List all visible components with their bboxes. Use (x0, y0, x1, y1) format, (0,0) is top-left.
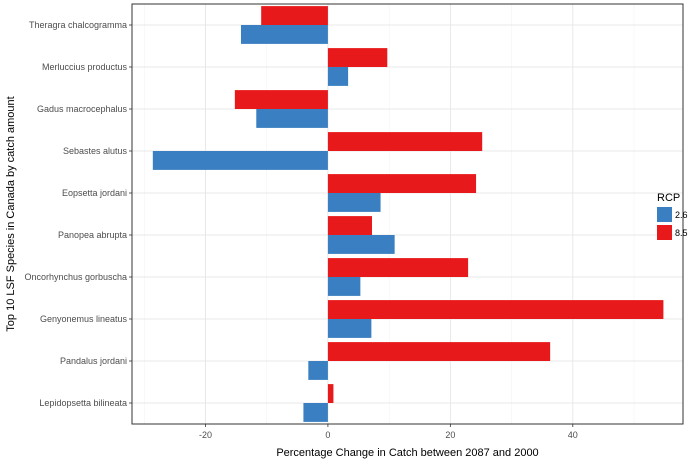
y-tick-label: Oncorhynchus gorbuscha (24, 272, 127, 282)
x-axis-title: Percentage Change in Catch between 2087 … (276, 447, 538, 459)
bar-8-5-4 (327, 174, 477, 193)
legend-label-8-5: 8.5 (675, 228, 688, 238)
x-tick-label: -20 (199, 430, 212, 440)
panel-border (131, 3, 684, 425)
bar-2-6-8 (308, 361, 328, 380)
legend-label-2-6: 2.6 (675, 210, 688, 220)
bar-2-6-9 (303, 403, 328, 422)
y-tick-label: Theragra chalcogramma (29, 20, 127, 30)
y-axis: Theragra chalcogramma Merluccius productu… (24, 20, 132, 408)
legend-swatch-2-6 (657, 207, 672, 222)
bar-2-6-6 (327, 277, 361, 296)
y-tick-label: Lepidopsetta bilineata (39, 398, 127, 408)
bar-8-5-3 (327, 132, 483, 151)
bar-2-6-4 (327, 193, 381, 212)
x-tick-label: 40 (568, 430, 578, 440)
y-axis-title: Top 10 LSF Species in Canada by catch am… (5, 96, 17, 331)
y-tick-label: Sebastes alutus (63, 146, 128, 156)
bar-8-5-0 (261, 6, 328, 25)
legend: RCP 2.6 8.5 (657, 192, 688, 240)
y-tick-label: Pandalus jordani (60, 356, 127, 366)
x-tick-label: 20 (445, 430, 455, 440)
bar-8-5-2 (234, 90, 328, 109)
bar-2-6-3 (152, 151, 328, 170)
y-tick-label: Merluccius productus (42, 62, 128, 72)
y-tick-label: Panopea abrupta (58, 230, 127, 240)
bar-8-5-9 (327, 384, 334, 403)
bar-8-5-8 (327, 342, 551, 361)
x-axis: -20 0 20 40 (199, 424, 578, 440)
legend-swatch-8-5 (657, 225, 672, 240)
bar-2-6-7 (327, 319, 372, 338)
bar-2-6-2 (256, 109, 328, 128)
bars (152, 6, 664, 422)
y-tick-label: Gadus macrocephalus (37, 104, 128, 114)
bar-2-6-1 (327, 67, 349, 86)
bar-2-6-0 (240, 25, 328, 44)
y-tick-label: Eopsetta jordani (62, 188, 127, 198)
bar-8-5-5 (327, 216, 372, 235)
bar-2-6-5 (327, 235, 395, 254)
bar-8-5-1 (327, 48, 388, 67)
legend-title: RCP (657, 192, 680, 204)
y-tick-label: Genyonemus lineatus (40, 314, 128, 324)
x-tick-label: 0 (325, 430, 330, 440)
bar-8-5-6 (327, 258, 469, 277)
bar-8-5-7 (327, 300, 664, 319)
